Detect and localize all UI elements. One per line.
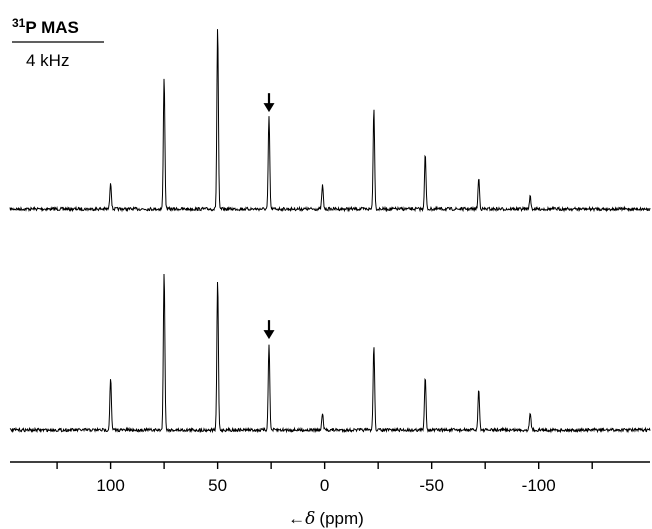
svg-text:31P MAS: 31P MAS bbox=[12, 16, 79, 37]
x-tick-label: 100 bbox=[96, 476, 124, 495]
x-tick-label: -100 bbox=[522, 476, 556, 495]
x-tick-label: 0 bbox=[320, 476, 329, 495]
title-block: 31P MAS 4 kHz bbox=[12, 16, 104, 70]
spectrum-trace-bottom bbox=[9, 274, 651, 434]
title-superscript: 31 bbox=[12, 16, 26, 30]
x-axis: 100 50 0 -50 -100 bbox=[10, 461, 650, 495]
x-axis-label: ←δ (ppm) bbox=[288, 509, 364, 529]
subtitle: 4 kHz bbox=[26, 51, 69, 70]
x-axis-label-unit: (ppm) bbox=[319, 509, 363, 528]
x-tick-label: -50 bbox=[419, 476, 444, 495]
arrow-marker-bottom bbox=[263, 320, 275, 340]
x-axis-label-arrow: ← bbox=[288, 509, 305, 528]
x-tick-label: 50 bbox=[208, 476, 227, 495]
title-main: P MAS bbox=[25, 18, 79, 37]
peak-markers bbox=[263, 93, 275, 340]
spectra-group bbox=[9, 29, 651, 434]
arrow-marker-top bbox=[263, 93, 275, 113]
spectrum-trace-top bbox=[9, 29, 651, 213]
x-axis-label-symbol: δ bbox=[305, 509, 315, 529]
